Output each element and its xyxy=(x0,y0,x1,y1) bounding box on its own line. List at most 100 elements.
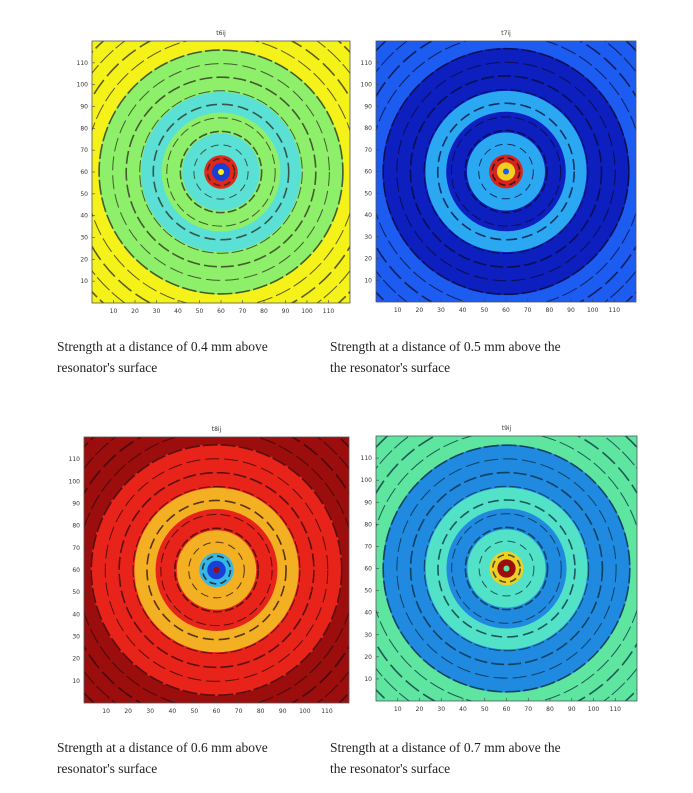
y-tick-label: 80 xyxy=(364,125,372,132)
x-tick-label: 90 xyxy=(567,307,575,314)
x-tick-label: 100 xyxy=(587,307,599,314)
x-tick-label: 40 xyxy=(459,307,467,314)
contour-ring-9 xyxy=(90,443,343,697)
x-tick-label: 10 xyxy=(102,708,110,715)
contour-ring-5 xyxy=(146,499,287,641)
contour-ring-2 xyxy=(478,143,534,200)
contour-ring-1 xyxy=(491,157,521,186)
y-tick-label: 100 xyxy=(361,477,373,484)
y-tick-label: 60 xyxy=(72,567,80,574)
y-tick-label: 60 xyxy=(80,169,88,176)
caption-2-line-2: the resonator's surface xyxy=(330,360,451,375)
y-tick-label: 70 xyxy=(72,545,80,552)
x-tick-label: 10 xyxy=(394,307,402,314)
y-tick-label: 40 xyxy=(364,610,372,617)
x-tick-label: 20 xyxy=(416,706,424,713)
y-tick-label: 110 xyxy=(361,455,373,462)
contour-ring-7 xyxy=(409,75,603,268)
y-tick-label: 10 xyxy=(72,678,80,685)
y-tick-label: 30 xyxy=(364,234,372,241)
x-tick-label: 100 xyxy=(301,308,313,315)
x-tick-label: 50 xyxy=(481,307,489,314)
x-tick-label: 50 xyxy=(191,708,199,715)
heatmap-svg-2: t7ij 10 20 30 40 50 60 70 80 90 100 110 10 20 30 40 50 60… xyxy=(361,30,637,314)
heatmap-center xyxy=(503,565,510,572)
y-tick-label: 20 xyxy=(72,656,80,663)
caption-3-line-1: Strength at a distance of 0.6 mm above xyxy=(57,740,268,755)
contour-ring-9 xyxy=(98,49,344,295)
y-tick-label: 90 xyxy=(72,501,80,508)
x-tick-label: 20 xyxy=(131,308,139,315)
y-tick-label: 30 xyxy=(72,634,80,641)
contour-ring-7 xyxy=(118,471,315,669)
contour-ring-3 xyxy=(464,526,549,611)
y-tick-label: 70 xyxy=(80,147,88,154)
caption-2: Strength at a distance of 0.5 mm above t… xyxy=(330,336,610,378)
contour-ring-8 xyxy=(104,458,329,682)
y-tick-label: 50 xyxy=(80,191,88,198)
plot-title: t7ij xyxy=(501,30,511,37)
contour-ring-9 xyxy=(382,444,631,693)
y-tick-label: 100 xyxy=(77,82,89,89)
x-tick-label: 30 xyxy=(153,308,161,315)
caption-4: Strength at a distance of 0.7 mm above t… xyxy=(330,737,610,779)
heatmap-svg-1: t6ij 10 20 30 40 50 60 70 80 90 100 110 10 20 30 40 50 60… xyxy=(77,30,351,315)
contour-ring-8 xyxy=(112,63,330,281)
x-tick-label: 20 xyxy=(124,708,132,715)
caption-1-line-2: resonator's surface xyxy=(57,360,158,375)
contour-ring-3 xyxy=(179,130,263,214)
plot-title: t6ij xyxy=(216,30,226,37)
y-tick-label: 90 xyxy=(80,104,88,111)
contour-ring-6 xyxy=(139,90,303,254)
x-tick-label: 110 xyxy=(610,706,622,713)
x-tick-label: 60 xyxy=(503,706,511,713)
y-tick-label: 40 xyxy=(80,213,88,220)
contour-ring-7 xyxy=(409,471,604,666)
heatmap-field xyxy=(376,436,637,701)
heatmap-field xyxy=(92,41,350,303)
caption-4-line-1: Strength at a distance of 0.7 mm above t… xyxy=(330,740,561,755)
y-tick-label: 110 xyxy=(77,60,89,67)
y-tick-label: 60 xyxy=(364,169,372,176)
x-tick-label: 30 xyxy=(146,708,154,715)
x-tick-label: 60 xyxy=(213,708,221,715)
contour-ring-2 xyxy=(188,541,245,599)
y-tick-label: 90 xyxy=(364,499,372,506)
caption-3: Strength at a distance of 0.6 mm above r… xyxy=(57,737,337,779)
y-tick-label: 110 xyxy=(361,60,373,67)
caption-1: Strength at a distance of 0.4 mm above r… xyxy=(57,336,337,378)
x-tick-label: 50 xyxy=(196,308,204,315)
caption-1-line-1: Strength at a distance of 0.4 mm above xyxy=(57,339,268,354)
y-tick-label: 50 xyxy=(72,589,80,596)
x-tick-label: 30 xyxy=(437,706,445,713)
x-tick-label: 90 xyxy=(279,708,287,715)
x-tick-label: 110 xyxy=(321,708,333,715)
contour-ring-6 xyxy=(423,485,590,652)
y-tick-label: 50 xyxy=(364,190,372,197)
x-tick-label: 30 xyxy=(437,307,445,314)
y-tick-label: 40 xyxy=(72,611,80,618)
y-tick-label: 90 xyxy=(364,103,372,110)
y-tick-label: 80 xyxy=(80,125,88,132)
contour-ring-4 xyxy=(450,116,562,227)
y-tick-label: 110 xyxy=(69,456,81,463)
contour-ring-3 xyxy=(173,527,260,613)
x-tick-label: 40 xyxy=(459,706,467,713)
y-tick-label: 70 xyxy=(364,147,372,154)
contour-ring-4 xyxy=(166,117,276,227)
x-tick-label: 80 xyxy=(546,307,554,314)
contour-ring-9 xyxy=(382,47,630,296)
contour-ring-6 xyxy=(132,486,301,654)
caption-2-line-1: Strength at a distance of 0.5 mm above t… xyxy=(330,339,561,354)
plot-title: t9ij xyxy=(502,425,512,432)
x-tick-label: 20 xyxy=(416,307,424,314)
contour-ring-4 xyxy=(451,513,562,624)
contour-ring-7 xyxy=(125,76,317,268)
x-tick-label: 100 xyxy=(299,708,311,715)
contour-ring-8 xyxy=(396,61,616,282)
contour-ring-2 xyxy=(193,144,249,200)
y-tick-label: 100 xyxy=(69,478,81,485)
contour-ring-8 xyxy=(396,458,617,679)
x-tick-label: 110 xyxy=(609,307,621,314)
caption-3-line-2: resonator's surface xyxy=(57,761,158,776)
